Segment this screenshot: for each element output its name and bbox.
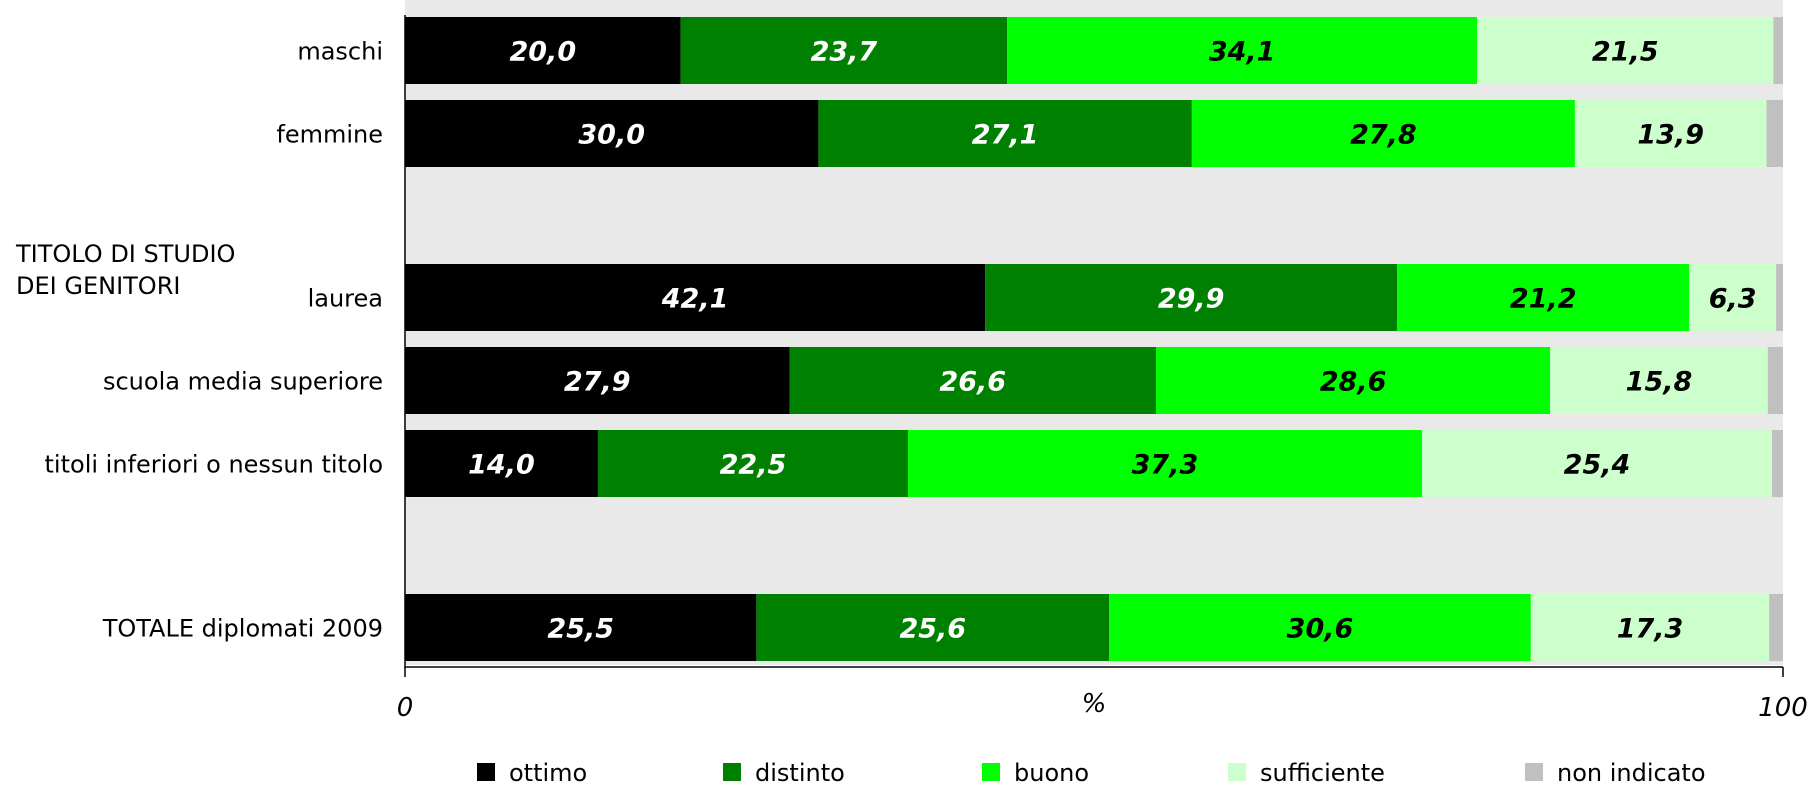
data-label: 25,6 bbox=[899, 614, 966, 645]
category-label: scuola media superiore bbox=[103, 368, 383, 396]
category-label: TOTALE diplomati 2009 bbox=[102, 615, 383, 643]
legend-entry: non indicato bbox=[1557, 759, 1706, 786]
data-label: 27,8 bbox=[1350, 120, 1417, 151]
legend-entry: distinto bbox=[755, 759, 845, 786]
legend-swatch-distinto bbox=[723, 763, 741, 781]
category-label: femmine bbox=[276, 121, 383, 149]
bar-non-indicato-5 bbox=[1769, 594, 1783, 661]
bar-non-indicato-1 bbox=[1766, 100, 1783, 167]
data-label: 25,5 bbox=[547, 614, 614, 645]
data-label: 25,4 bbox=[1564, 450, 1631, 481]
group-label: TITOLO DI STUDIO DEI GENITORI bbox=[15, 240, 235, 300]
data-label: 6,3 bbox=[1709, 284, 1757, 315]
data-label: 22,5 bbox=[720, 450, 787, 481]
bar-non-indicato-4 bbox=[1772, 430, 1783, 497]
bar-non-indicato-0 bbox=[1773, 17, 1783, 84]
data-label: 29,9 bbox=[1158, 284, 1225, 315]
x-tick-label: 100 bbox=[1758, 693, 1808, 723]
legend-swatch-ottimo bbox=[477, 763, 495, 781]
data-label: 21,2 bbox=[1510, 284, 1577, 315]
data-label: 13,9 bbox=[1637, 120, 1704, 151]
category-label: maschi bbox=[297, 38, 383, 66]
x-axis-label: % bbox=[1082, 689, 1107, 719]
data-label: 27,9 bbox=[564, 367, 631, 398]
legend-entry: sufficiente bbox=[1260, 759, 1385, 786]
data-label: 14,0 bbox=[468, 450, 535, 481]
data-label: 28,6 bbox=[1320, 367, 1387, 398]
category-label: laurea bbox=[308, 285, 383, 313]
data-label: 26,6 bbox=[939, 367, 1006, 398]
data-label: 34,1 bbox=[1209, 37, 1276, 68]
legend-swatch-buono bbox=[982, 763, 1000, 781]
bar-non-indicato-3 bbox=[1768, 347, 1783, 414]
legend: ottimo distinto buono sufficiente non indica… bbox=[477, 759, 1706, 786]
data-label: 20,0 bbox=[509, 37, 576, 68]
plot-background bbox=[405, 0, 1783, 665]
data-label: 30,0 bbox=[578, 120, 645, 151]
category-label: titoli inferiori o nessun titolo bbox=[45, 451, 383, 479]
data-label: 23,7 bbox=[811, 37, 878, 68]
legend-swatch-sufficiente bbox=[1228, 763, 1246, 781]
x-tick-label: 0 bbox=[397, 693, 414, 723]
data-label: 17,3 bbox=[1617, 614, 1684, 645]
legend-swatch-non-indicato bbox=[1525, 763, 1543, 781]
data-label: 27,1 bbox=[972, 120, 1039, 151]
data-label: 15,8 bbox=[1626, 367, 1693, 398]
data-label: 42,1 bbox=[661, 284, 729, 315]
legend-entry: ottimo bbox=[509, 759, 587, 786]
legend-entry: buono bbox=[1014, 759, 1089, 786]
category-labels: maschi femmine laurea scuola media superior… bbox=[45, 38, 383, 643]
bar-non-indicato-2 bbox=[1776, 264, 1783, 331]
data-label: 37,3 bbox=[1132, 450, 1199, 481]
data-label: 30,6 bbox=[1287, 614, 1354, 645]
data-label: 21,5 bbox=[1592, 37, 1659, 68]
